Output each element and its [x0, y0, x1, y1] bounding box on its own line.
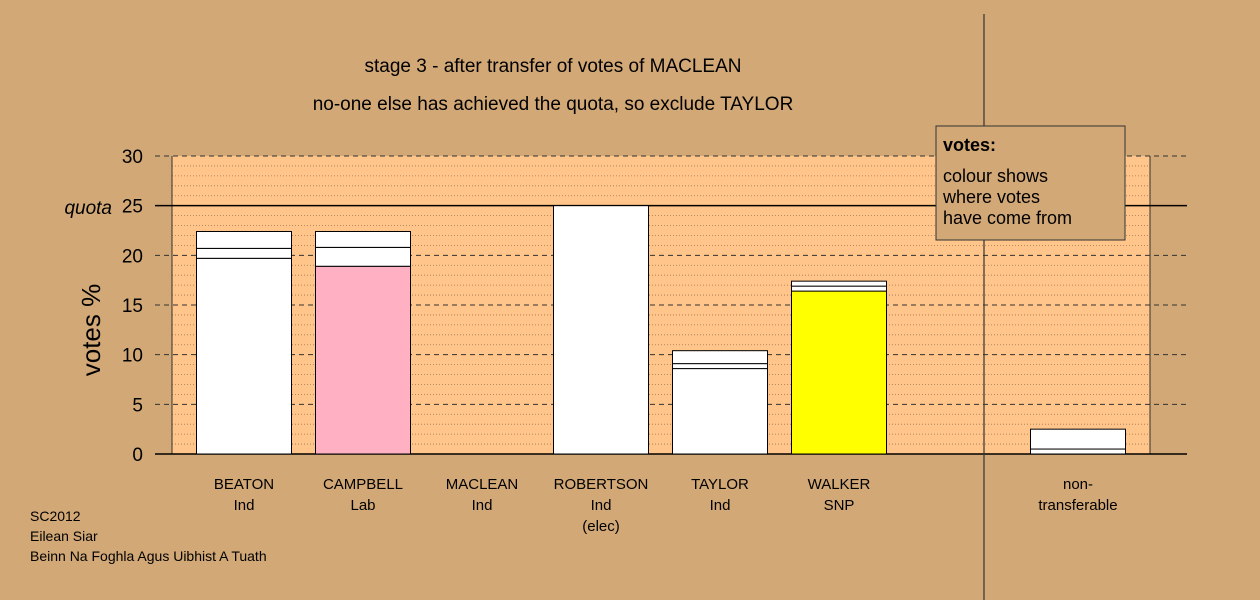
bar-beaton-segment — [196, 257, 292, 455]
x-tick-label: non-transferable — [1038, 476, 1117, 514]
x-tick-label: ROBERTSON Ind (elec) — [554, 476, 649, 535]
y-tick-label: 30 — [122, 147, 143, 168]
bar-beaton-segment — [196, 247, 292, 259]
x-tick-label: MACLEAN Ind — [446, 476, 519, 514]
footer-line-1: SC2012 — [30, 508, 81, 524]
x-tick-label: BEATON Ind — [214, 476, 274, 514]
y-tick-label: 15 — [122, 296, 143, 317]
y-tick-label: 25 — [122, 197, 143, 218]
bar-walker-segment — [791, 285, 887, 292]
bar-campbell-segment — [315, 265, 411, 455]
bar-nontransferable-segment — [1030, 448, 1126, 455]
y-tick-label: 5 — [132, 395, 143, 416]
bar-taylor-segment — [672, 368, 768, 455]
bar-robertson-segment — [553, 205, 649, 455]
legend-line: where votes — [942, 187, 1040, 207]
y-tick-label: 0 — [132, 445, 143, 466]
legend-line: colour shows — [943, 166, 1048, 186]
quota-label: quota — [64, 198, 112, 219]
bar-campbell-segment — [315, 246, 411, 267]
legend-title: votes: — [943, 135, 996, 155]
chart-subtitle: no-one else has achieved the quota, so e… — [313, 94, 794, 115]
footer: SC2012 Eilean Siar Beinn Na Foghla Agus … — [30, 506, 267, 566]
footer-line-2: Eilean Siar — [30, 528, 98, 544]
bar-taylor-segment — [672, 363, 768, 370]
bar-beaton-segment — [196, 230, 292, 249]
bar-taylor-segment — [672, 350, 768, 365]
bar-walker-segment — [791, 290, 887, 455]
footer-line-3: Beinn Na Foghla Agus Uibhist A Tuath — [30, 548, 267, 564]
y-tick-label: 10 — [122, 346, 143, 367]
x-tick-label: WALKER SNP — [808, 476, 871, 514]
bar-nontransferable-segment — [1030, 428, 1126, 450]
legend-line: have come from — [943, 208, 1072, 228]
x-tick-label: CAMPBELL Lab — [323, 476, 403, 514]
y-axis-label: votes % — [76, 284, 106, 377]
y-tick-label: 20 — [122, 246, 143, 267]
x-tick-label: TAYLOR Ind — [691, 476, 749, 514]
legend-box — [935, 125, 1126, 241]
bar-campbell-segment — [315, 230, 411, 248]
bar-walker-segment — [791, 280, 887, 287]
chart-title: stage 3 - after transfer of votes of MAC… — [365, 56, 742, 77]
